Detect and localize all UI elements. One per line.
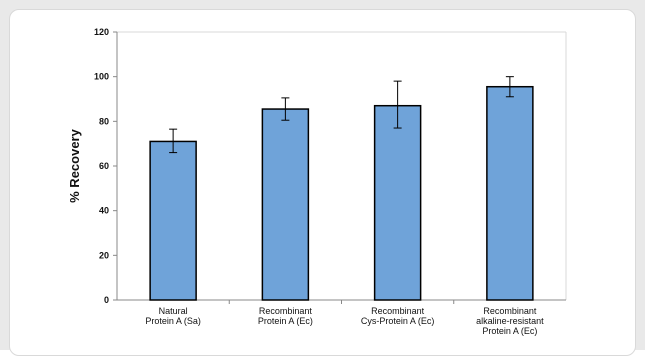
chart-error-bars bbox=[169, 76, 514, 154]
bar bbox=[373, 104, 422, 301]
x-category-label: Protein A (Sa) bbox=[145, 316, 201, 326]
x-category-label: Protein A (Ec) bbox=[258, 316, 313, 326]
x-category-label: Protein A (Ec) bbox=[482, 326, 537, 336]
y-tick-label: 0 bbox=[104, 295, 109, 305]
y-tick-label: 120 bbox=[94, 27, 109, 37]
x-category-label: Natural bbox=[159, 306, 188, 316]
y-tick-label: 80 bbox=[99, 116, 109, 126]
x-category-label: Recombinant bbox=[483, 306, 537, 316]
y-tick-label: 20 bbox=[99, 250, 109, 260]
x-category-label: alkaline-resistant bbox=[476, 316, 544, 326]
y-tick-label: 100 bbox=[94, 72, 109, 82]
bar bbox=[261, 108, 310, 301]
x-category-label: Recombinant bbox=[371, 306, 425, 316]
x-category-label: Cys-Protein A (Ec) bbox=[361, 316, 435, 326]
y-tick-label: 60 bbox=[99, 161, 109, 171]
x-category-label: Recombinant bbox=[259, 306, 313, 316]
chart-bars bbox=[149, 85, 534, 301]
bar bbox=[149, 140, 197, 301]
y-tick-labels: 0 20 40 60 80 100 120 bbox=[94, 27, 109, 305]
bar bbox=[486, 85, 534, 301]
y-tick-label: 40 bbox=[99, 206, 109, 216]
y-axis-label: % Recovery bbox=[67, 128, 82, 202]
